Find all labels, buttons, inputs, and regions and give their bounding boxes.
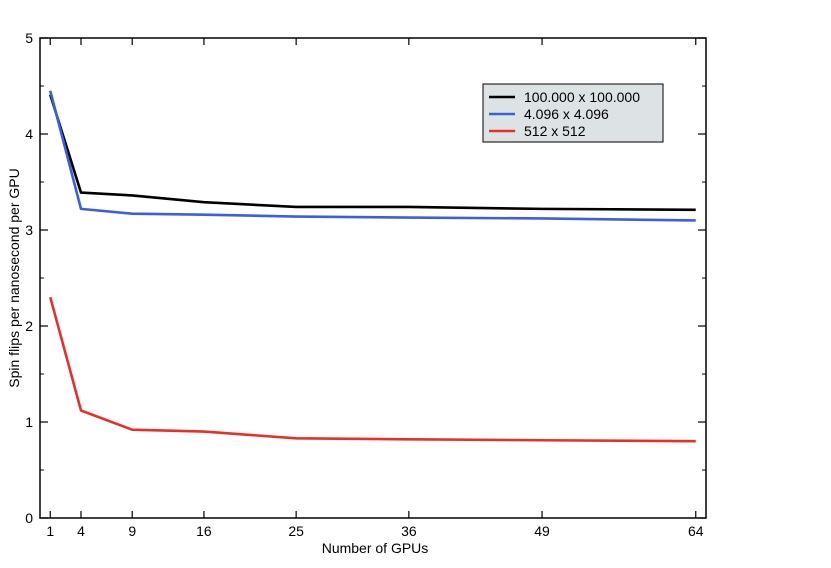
x-tick-label: 36 bbox=[401, 523, 417, 539]
y-tick-label: 3 bbox=[25, 222, 33, 238]
legend-label: 100.000 x 100.000 bbox=[524, 89, 640, 105]
y-tick-label: 0 bbox=[25, 510, 33, 526]
y-axis-label: Spin flips per nanosecond per GPU bbox=[6, 168, 22, 387]
x-axis: 1 4 9 16 25 36 49 64 bbox=[46, 38, 704, 539]
legend-label: 4.096 x 4.096 bbox=[524, 106, 609, 122]
y-tick-label: 1 bbox=[25, 414, 33, 430]
series-line-2 bbox=[48, 296, 696, 443]
legend-label: 512 x 512 bbox=[524, 123, 586, 139]
y-tick-label: 2 bbox=[25, 318, 33, 334]
y-tick-label: 4 bbox=[25, 126, 33, 142]
x-tick-label: 16 bbox=[196, 523, 212, 539]
x-tick-label: 49 bbox=[534, 523, 550, 539]
x-tick-label: 25 bbox=[288, 523, 304, 539]
y-axis: 0 1 2 3 4 5 bbox=[25, 30, 706, 526]
x-tick-label: 4 bbox=[77, 523, 85, 539]
x-axis-label: Number of GPUs bbox=[322, 540, 429, 556]
x-tick-label: 64 bbox=[688, 523, 704, 539]
y-tick-label: 5 bbox=[25, 30, 33, 46]
series-line-0 bbox=[49, 94, 696, 212]
series-line-1 bbox=[48, 90, 696, 222]
series-layer bbox=[48, 90, 696, 443]
x-tick-label: 1 bbox=[46, 523, 54, 539]
x-tick-label: 9 bbox=[128, 523, 136, 539]
